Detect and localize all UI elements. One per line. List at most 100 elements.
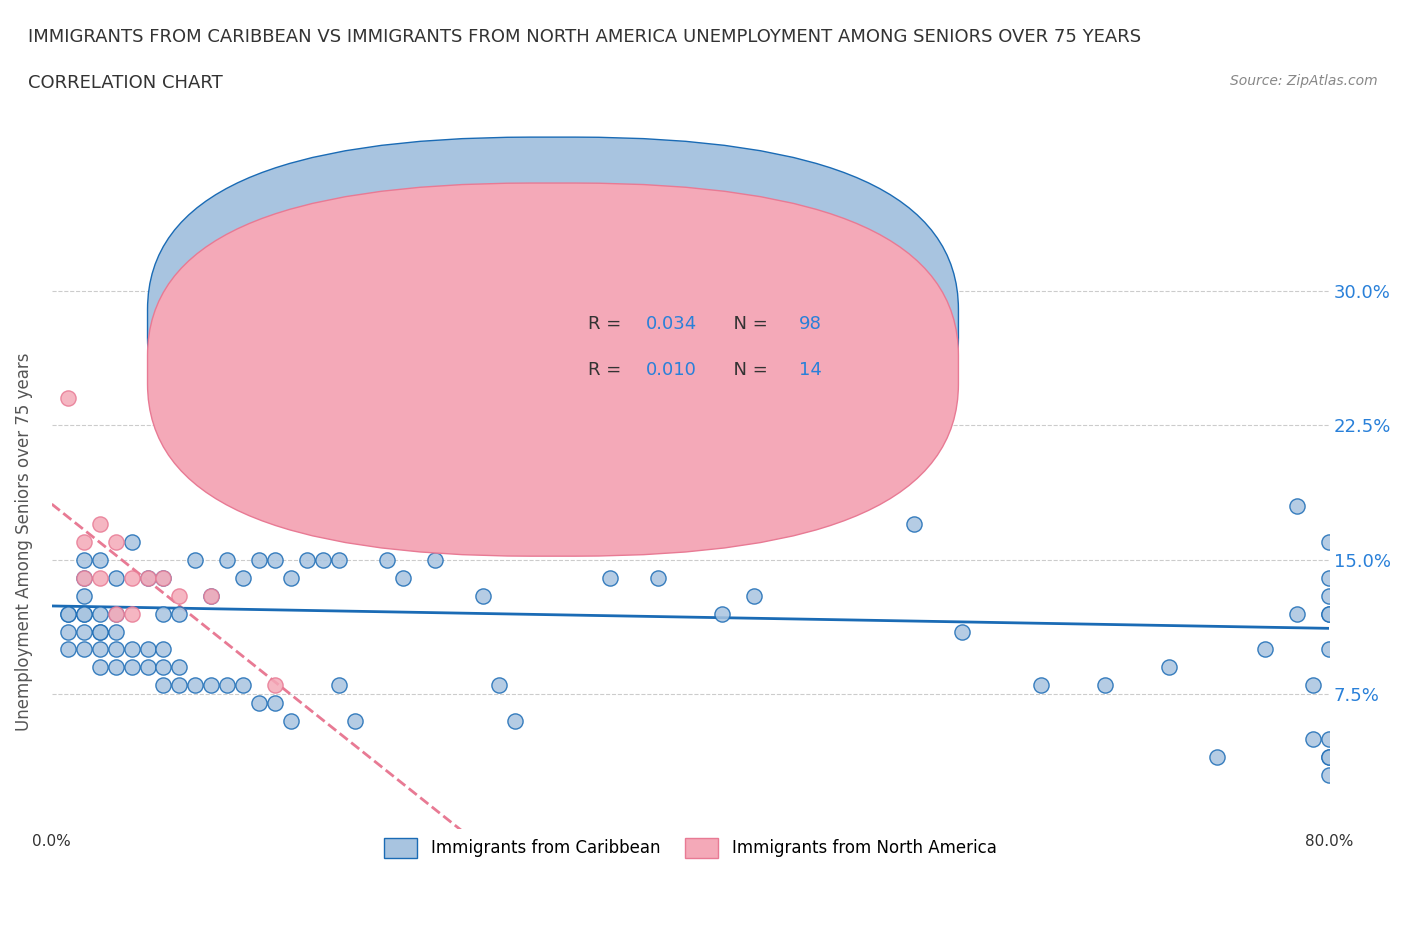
Point [169,678,191,693]
Point [73,624,96,639]
Point [136,660,159,675]
Point [711,606,734,621]
Point [73,570,96,585]
Point [392,570,415,585]
Point [89,606,111,621]
Point [121,535,143,550]
Point [503,713,526,728]
Point [551,535,574,550]
Point [408,516,430,531]
Point [217,552,239,567]
Point [56,624,79,639]
Point [73,552,96,567]
Point [89,624,111,639]
Point [295,552,318,567]
Point [200,588,222,603]
Point [950,624,973,639]
Point [152,570,174,585]
Point [184,678,207,693]
Point [136,570,159,585]
Point [136,642,159,657]
Point [1317,767,1340,782]
Point [1317,732,1340,747]
FancyBboxPatch shape [499,300,907,407]
Point [89,642,111,657]
Point [599,570,621,585]
Text: N =: N = [723,314,773,333]
Point [328,552,350,567]
Point [1031,678,1053,693]
Point [152,642,174,657]
Point [519,516,541,531]
Point [264,552,287,567]
Point [136,570,159,585]
Point [152,678,174,693]
Point [1317,606,1340,621]
Point [360,462,382,477]
Point [104,570,127,585]
FancyBboxPatch shape [148,137,959,511]
Point [1159,660,1181,675]
Point [790,516,813,531]
Point [1302,732,1324,747]
Point [440,462,463,477]
Point [104,606,127,621]
Point [616,373,638,388]
Point [200,588,222,603]
Point [104,660,127,675]
Point [73,606,96,621]
Point [73,535,96,550]
Legend: Immigrants from Caribbean, Immigrants from North America: Immigrants from Caribbean, Immigrants fr… [375,830,1005,867]
Point [1302,678,1324,693]
Point [488,678,510,693]
Point [89,570,111,585]
Point [89,552,111,567]
Point [567,535,589,550]
Point [1317,606,1340,621]
Point [121,606,143,621]
Point [1094,678,1116,693]
Point [328,678,350,693]
Point [838,355,860,370]
Text: 0.010: 0.010 [645,361,696,379]
Point [56,391,79,405]
Point [184,552,207,567]
Point [488,498,510,513]
Point [1254,642,1277,657]
Point [280,713,302,728]
Text: 0.034: 0.034 [645,314,697,333]
Point [73,570,96,585]
Point [903,516,925,531]
Point [73,588,96,603]
Point [264,696,287,711]
Point [121,660,143,675]
Point [1317,588,1340,603]
Point [1285,498,1308,513]
Point [104,642,127,657]
Point [104,606,127,621]
Text: Source: ZipAtlas.com: Source: ZipAtlas.com [1230,74,1378,88]
Point [312,552,335,567]
Point [89,660,111,675]
Point [73,606,96,621]
Point [232,570,254,585]
Point [1317,750,1340,764]
Text: 98: 98 [799,314,821,333]
Point [152,660,174,675]
Point [247,696,270,711]
Point [742,588,765,603]
Point [1317,570,1340,585]
Point [169,606,191,621]
Point [344,713,367,728]
Text: IMMIGRANTS FROM CARIBBEAN VS IMMIGRANTS FROM NORTH AMERICA UNEMPLOYMENT AMONG SE: IMMIGRANTS FROM CARIBBEAN VS IMMIGRANTS … [28,28,1142,46]
Text: R =: R = [588,314,627,333]
Text: 14: 14 [799,361,821,379]
Point [89,516,111,531]
Point [247,552,270,567]
Point [169,660,191,675]
Point [1206,750,1229,764]
Point [280,570,302,585]
Point [73,642,96,657]
Point [679,481,702,496]
Point [121,642,143,657]
